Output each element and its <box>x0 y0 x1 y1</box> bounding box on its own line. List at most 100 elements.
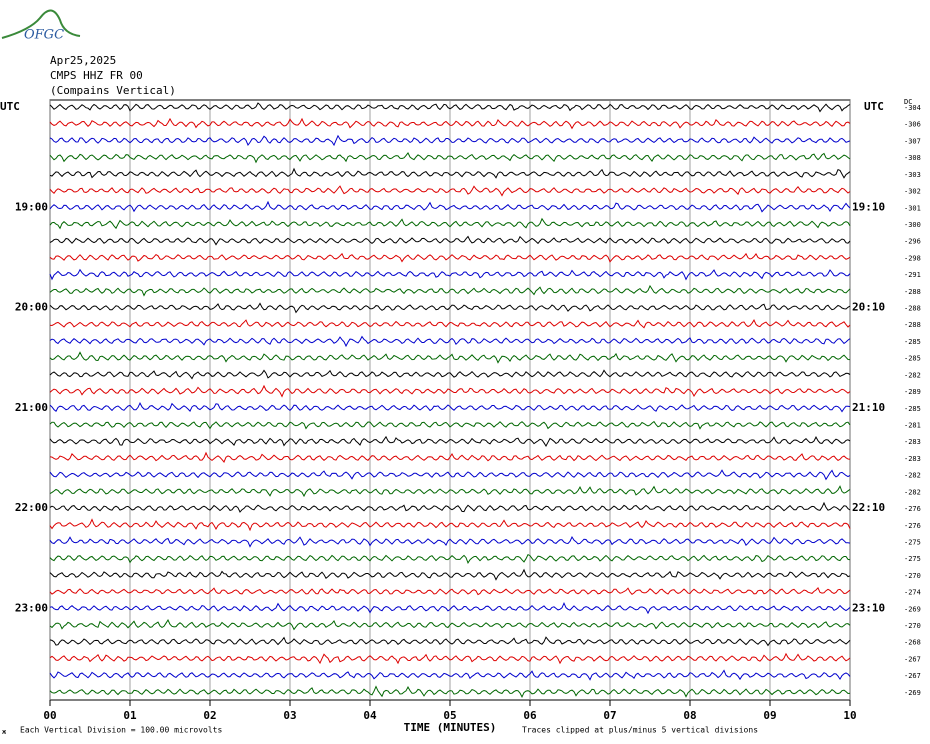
trace <box>49 268 851 281</box>
dc-offset: -296 <box>904 238 921 246</box>
right-hour-label: 19:10 <box>852 200 885 213</box>
dc-offset: -304 <box>904 104 921 112</box>
trace <box>49 636 851 647</box>
x-tick-label: 03 <box>283 709 296 722</box>
dc-offset: -269 <box>904 689 921 697</box>
dc-offset: -301 <box>904 204 921 212</box>
dc-offset: -267 <box>904 655 921 663</box>
x-tick-label: 06 <box>523 709 537 722</box>
dc-offset: -302 <box>904 188 921 196</box>
trace <box>49 685 851 699</box>
dc-offset: -274 <box>904 589 921 597</box>
trace <box>49 568 851 581</box>
dc-offset: -282 <box>904 371 921 379</box>
left-axis-title: UTC <box>0 100 20 113</box>
trace <box>49 167 851 179</box>
clip-note: Traces clipped at plus/minus 5 vertical … <box>522 726 758 735</box>
right-hour-label: 21:10 <box>852 401 885 414</box>
trace <box>49 420 851 430</box>
trace <box>49 102 851 113</box>
x-tick-label: 00 <box>43 709 56 722</box>
dc-offset: -275 <box>904 538 921 546</box>
dc-offset: -275 <box>904 555 921 563</box>
trace <box>49 451 851 463</box>
trace <box>49 535 851 548</box>
dc-offset: -282 <box>904 472 921 480</box>
description: (Compains Vertical) <box>50 84 176 97</box>
trace <box>49 618 851 631</box>
x-tick-label: 08 <box>683 709 696 722</box>
dc-offset: -283 <box>904 455 921 463</box>
x-tick-label: 02 <box>203 709 216 722</box>
left-hour-label: 19:00 <box>15 200 48 213</box>
logo: OFGC <box>1 9 81 43</box>
x-tick-label: 04 <box>363 709 377 722</box>
left-hour-label: 21:00 <box>15 401 48 414</box>
dc-offset: -282 <box>904 488 921 496</box>
dc-offset: -306 <box>904 121 921 129</box>
trace <box>49 151 851 164</box>
trace <box>49 284 851 297</box>
right-axis-title: UTC <box>864 100 884 113</box>
trace <box>49 601 851 615</box>
right-hour-label: 22:10 <box>852 501 885 514</box>
trace <box>49 485 851 498</box>
trace <box>49 518 851 532</box>
dc-offset: -267 <box>904 672 921 680</box>
dc-offset: -303 <box>904 171 921 179</box>
trace <box>49 435 851 448</box>
dc-offset: -298 <box>904 254 921 262</box>
trace <box>49 587 851 596</box>
scale-note: Each Vertical Division = 100.00 microvol… <box>20 726 222 735</box>
date: Apr25,2025 <box>50 54 116 67</box>
dc-offset: -283 <box>904 438 921 446</box>
left-hour-label: 22:00 <box>15 501 48 514</box>
logo-text: OFGC <box>24 28 64 43</box>
dc-offset: -288 <box>904 305 921 313</box>
x-tick-label: 07 <box>603 709 616 722</box>
left-hour-label: 23:00 <box>15 601 48 614</box>
x-tick-label: 10 <box>843 709 856 722</box>
trace <box>49 501 851 513</box>
trace <box>49 351 851 364</box>
dc-offset: -276 <box>904 522 921 530</box>
left-hour-label: 20:00 <box>15 301 48 314</box>
dc-offset: -269 <box>904 605 921 613</box>
dc-offset: -289 <box>904 388 921 396</box>
trace <box>49 554 851 565</box>
dc-offset: -276 <box>904 505 921 513</box>
trace <box>49 401 851 413</box>
dc-label: DC <box>904 98 912 106</box>
trace <box>49 469 851 481</box>
x-tick-label: 01 <box>123 709 137 722</box>
dc-offset: -307 <box>904 137 921 145</box>
dc-offset: -300 <box>904 221 921 229</box>
dc-offset: -288 <box>904 288 921 296</box>
x-axis-title: TIME (MINUTES) <box>404 721 497 734</box>
trace <box>49 669 851 681</box>
dc-offset: -288 <box>904 321 921 329</box>
dc-offset: -285 <box>904 338 921 346</box>
dc-offset: -291 <box>904 271 921 279</box>
trace <box>49 319 851 329</box>
dc-offset: -270 <box>904 572 921 580</box>
right-hour-label: 20:10 <box>852 301 885 314</box>
trace <box>49 117 851 130</box>
trace <box>49 235 851 246</box>
trace <box>49 134 851 147</box>
dc-offset: -270 <box>904 622 921 630</box>
dc-offset: -281 <box>904 421 921 429</box>
footer-mark: ж <box>2 728 7 736</box>
trace <box>49 652 851 665</box>
dc-offset: -285 <box>904 405 921 413</box>
trace <box>49 384 851 398</box>
dc-offset: -308 <box>904 154 921 162</box>
station: CMPS HHZ FR 00 <box>50 69 143 82</box>
x-tick-label: 05 <box>443 709 456 722</box>
trace <box>49 335 851 348</box>
trace <box>49 217 851 230</box>
dc-offset: -285 <box>904 355 921 363</box>
dc-offset: -268 <box>904 639 921 647</box>
trace <box>49 252 851 263</box>
trace <box>49 302 851 314</box>
